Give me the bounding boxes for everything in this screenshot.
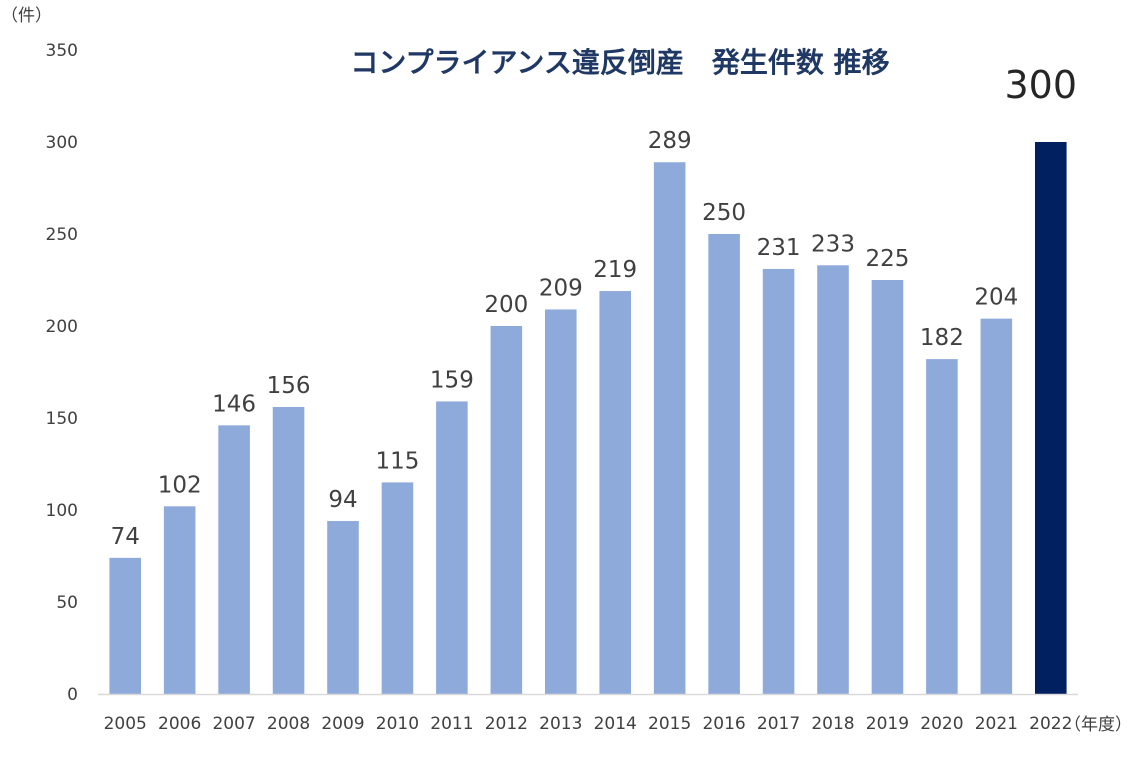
x-tick-label: 2012	[485, 714, 528, 734]
x-tick-label: 2010	[376, 714, 419, 734]
x-tick-label: 2017	[757, 714, 800, 734]
bar	[544, 309, 577, 694]
x-tick-label: 2021	[975, 714, 1018, 734]
x-tick-label: 2007	[212, 714, 255, 734]
y-axis-ticks: 0 50 100 150 200 250 300 350	[46, 41, 78, 705]
y-tick-label: 150	[46, 409, 78, 429]
bar	[926, 359, 958, 694]
y-tick-label: 0	[67, 685, 78, 705]
data-label: 209	[539, 275, 583, 301]
x-tick-label: 2020	[920, 714, 963, 734]
data-label: 94	[328, 487, 357, 513]
data-label: 200	[484, 292, 528, 318]
bar-highlight	[1034, 142, 1067, 694]
data-label: 250	[702, 200, 746, 226]
bar	[708, 234, 740, 694]
x-tick-label: 2013	[539, 714, 582, 734]
data-label: 159	[430, 367, 474, 393]
data-label: 146	[212, 391, 256, 417]
chart-title: コンプライアンス違反倒産 発生件数 推移	[350, 46, 889, 79]
bar	[163, 506, 196, 694]
data-label: 74	[111, 524, 140, 550]
bar	[599, 291, 632, 694]
x-tick-label: 2011	[430, 714, 473, 734]
x-tick-label: 2014	[594, 714, 637, 734]
bar	[490, 326, 523, 694]
bar	[980, 318, 1013, 694]
data-label: 182	[920, 325, 964, 351]
data-labels-group: 74 102 146 156 94 115 159 200 209 219 289 250 231 233…	[111, 63, 1077, 550]
y-axis-unit-label: （件）	[1, 6, 52, 26]
data-label: 233	[811, 231, 855, 257]
y-tick-label: 50	[56, 593, 78, 613]
bar	[817, 265, 849, 694]
x-tick-label: 2018	[811, 714, 854, 734]
x-tick-label: 2005	[104, 714, 147, 734]
bar	[109, 557, 142, 694]
x-tick-label: 2008	[267, 714, 310, 734]
x-tick-label: 2016	[702, 714, 745, 734]
data-label: 225	[865, 246, 909, 272]
bar	[436, 401, 468, 694]
x-axis-ticks: 2005 2006 2007 2008 2009 2010 2011 2012 2013 2014…	[104, 714, 1073, 734]
x-tick-label: 2019	[866, 714, 909, 734]
data-label: 204	[974, 285, 1018, 311]
bar	[762, 268, 795, 694]
data-label: 115	[375, 448, 419, 474]
x-tick-label: 2006	[158, 714, 201, 734]
bar	[381, 482, 414, 694]
x-tick-label: 2022	[1029, 714, 1072, 734]
bar	[218, 425, 250, 694]
x-axis-unit-label: （年度）	[1064, 715, 1132, 735]
x-tick-label: 2015	[648, 714, 691, 734]
bar	[653, 162, 686, 695]
bars-group	[109, 142, 1067, 695]
bar	[327, 521, 359, 694]
bar	[272, 406, 305, 694]
bar	[871, 280, 904, 694]
data-label: 156	[267, 373, 311, 399]
data-label: 219	[593, 257, 637, 283]
y-tick-label: 250	[46, 225, 78, 245]
data-label-highlight: 300	[1005, 63, 1078, 107]
data-label: 231	[757, 235, 801, 261]
y-tick-label: 300	[46, 133, 78, 153]
data-label: 102	[158, 472, 202, 498]
data-label: 289	[648, 128, 692, 154]
x-tick-label: 2009	[321, 714, 364, 734]
y-tick-label: 200	[46, 317, 78, 337]
y-tick-label: 350	[46, 41, 78, 61]
y-tick-label: 100	[46, 501, 78, 521]
